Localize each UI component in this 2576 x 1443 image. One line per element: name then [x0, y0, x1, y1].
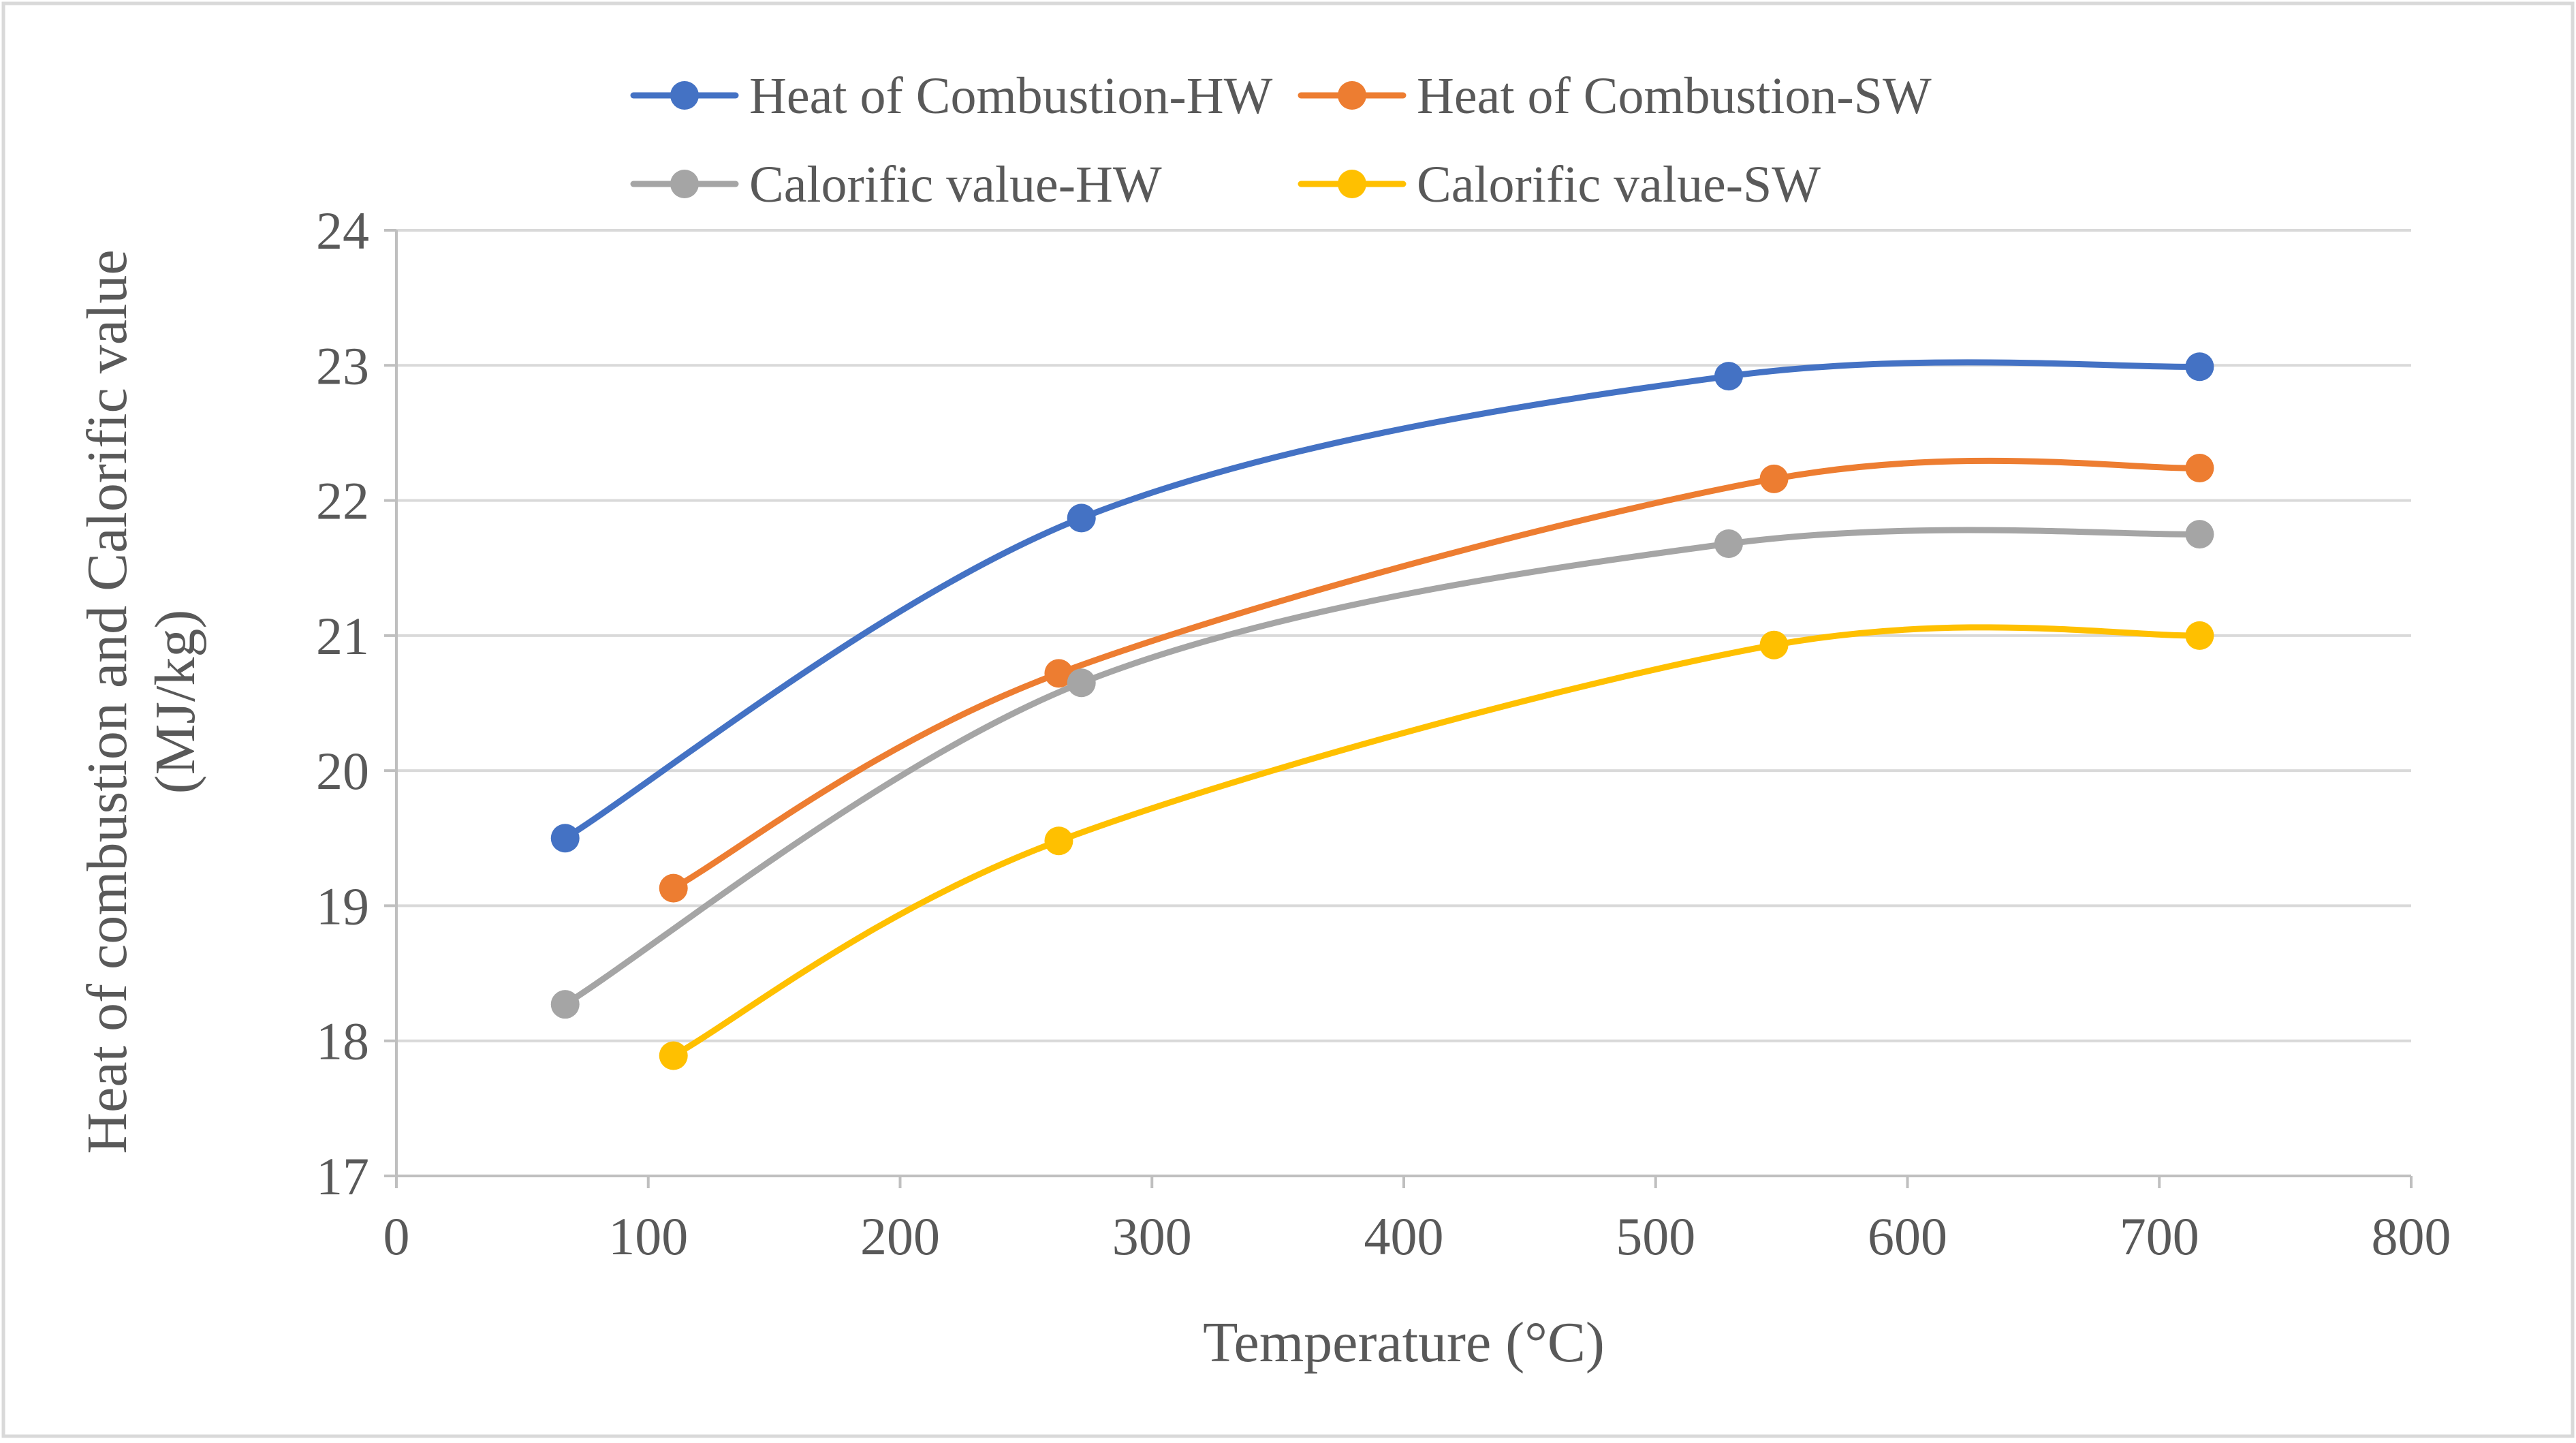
data-point-0-2: [1714, 362, 1743, 391]
legend-label-0: Heat of Combustion-HW: [749, 67, 1273, 125]
y-tick-label-2: 19: [316, 876, 369, 935]
x-tick-label-7: 700: [2120, 1207, 2199, 1266]
data-point-0-1: [1067, 503, 1096, 533]
data-point-3-0: [659, 1041, 688, 1070]
x-tick-label-1: 100: [608, 1207, 688, 1266]
legend-swatch-marker-0: [670, 81, 699, 110]
data-point-3-3: [2185, 621, 2214, 650]
axes: 17 18 19 20 21 22 23 24 0 100 200 300 400 500 600 700 80…: [316, 201, 2451, 1266]
data-point-2-3: [2185, 520, 2214, 549]
series-group: [550, 352, 2214, 1070]
legend-label-3: Calorific value-SW: [1417, 156, 1821, 213]
x-tick-label-3: 300: [1112, 1207, 1192, 1266]
data-point-1-2: [1759, 464, 1789, 493]
legend-entry-2: Calorific value-HW: [630, 156, 1162, 213]
data-point-1-3: [2185, 453, 2214, 482]
legend-label-2: Calorific value-HW: [749, 156, 1162, 213]
series-line-3: [670, 624, 2203, 1059]
legend: Heat of Combustion-HW Heat of Combustion-…: [630, 67, 1932, 213]
y-tick-label-6: 23: [316, 336, 369, 395]
data-point-2-0: [550, 990, 580, 1019]
legend-swatch-marker-1: [1338, 81, 1366, 110]
series-line-1: [670, 457, 2203, 892]
x-tick-label-0: 0: [383, 1207, 410, 1266]
data-point-3-1: [1044, 826, 1073, 856]
data-point-1-0: [659, 873, 688, 903]
series-2: [550, 520, 2214, 1019]
data-point-0-0: [550, 824, 580, 853]
data-point-2-1: [1067, 668, 1096, 698]
x-tick-label-6: 600: [1868, 1207, 1947, 1266]
y-tick-label-7: 24: [316, 201, 369, 260]
legend-entry-0: Heat of Combustion-HW: [630, 67, 1273, 125]
legend-entry-1: Heat of Combustion-SW: [1298, 67, 1932, 125]
series-0: [550, 352, 2214, 853]
series-line-2: [562, 527, 2203, 1008]
y-axis-title-line-2: (MJ/kg): [144, 610, 207, 794]
series-3: [659, 621, 2214, 1070]
y-tick-label-3: 20: [316, 741, 369, 801]
y-tick-label-5: 22: [316, 471, 369, 531]
legend-label-1: Heat of Combustion-SW: [1417, 67, 1932, 125]
series-1: [659, 453, 2214, 903]
x-axis-title: Temperature (°C): [1203, 1311, 1605, 1374]
data-point-2-2: [1714, 529, 1743, 559]
x-tick-label-2: 200: [860, 1207, 940, 1266]
data-point-0-3: [2185, 352, 2214, 382]
y-tick-label-1: 18: [316, 1012, 369, 1071]
legend-swatch-marker-2: [670, 170, 699, 198]
y-tick-label-0: 17: [316, 1147, 369, 1206]
y-axis-title-line-1: Heat of combustion and Calorific value: [76, 249, 139, 1153]
y-tick-label-4: 21: [316, 606, 369, 666]
legend-swatch-marker-3: [1338, 170, 1366, 198]
legend-entry-3: Calorific value-SW: [1298, 156, 1821, 213]
series-line-0: [562, 359, 2203, 841]
data-point-3-2: [1759, 630, 1789, 660]
x-tick-label-5: 500: [1616, 1207, 1695, 1266]
y-axis-title: Heat of combustion and Calorific value (…: [76, 249, 207, 1153]
data-point-1-1: [1044, 659, 1073, 688]
x-tick-label-8: 800: [2372, 1207, 2451, 1266]
x-tick-label-4: 400: [1364, 1207, 1444, 1266]
